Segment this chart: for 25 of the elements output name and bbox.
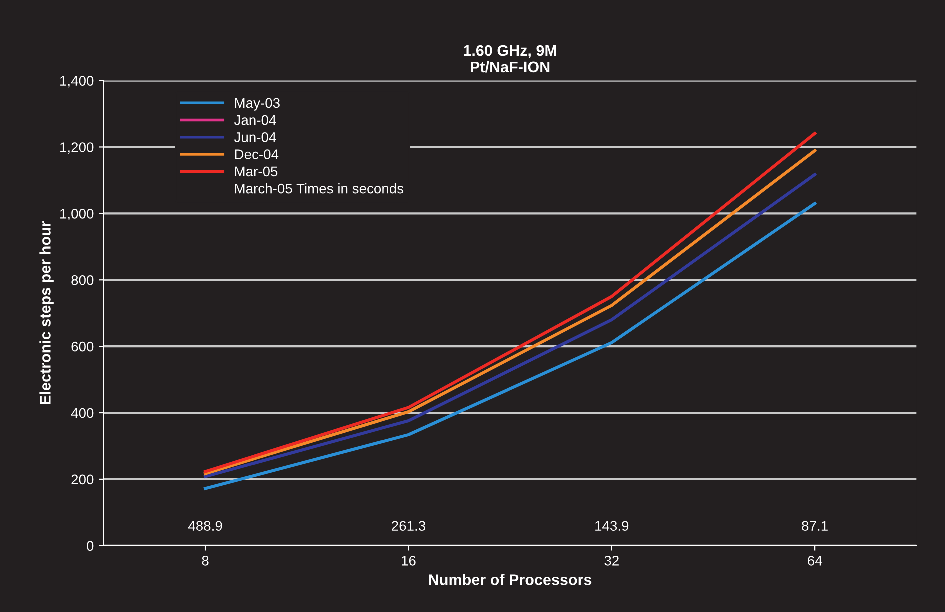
annotation: 87.1 bbox=[802, 521, 828, 532]
annotation: 143.9 bbox=[596, 521, 629, 532]
legend-title: March-05 Times in seconds bbox=[235, 184, 404, 194]
y-axis-title: Electronic steps per hour bbox=[40, 221, 54, 404]
annotation: 488.9 bbox=[188, 521, 222, 532]
x-tick-label: 8 bbox=[202, 556, 209, 566]
annotation: 261.3 bbox=[392, 521, 426, 532]
y-tick-label: 400 bbox=[71, 408, 94, 418]
y-tick-label: 1,000 bbox=[60, 209, 94, 220]
y-tick-label: 1,200 bbox=[60, 142, 94, 154]
y-tick-label: 200 bbox=[72, 474, 94, 485]
x-axis-title: Number of Processors bbox=[429, 574, 592, 586]
legend-label: Jan-04 bbox=[234, 115, 276, 126]
y-tick-label: 600 bbox=[72, 342, 94, 352]
legend-label: May-03 bbox=[235, 98, 280, 111]
x-tick-label: 32 bbox=[604, 556, 619, 566]
x-tick-label: 16 bbox=[402, 556, 416, 566]
legend-label: Mar-05 bbox=[235, 166, 278, 177]
chart-title: 1.60 GHz, 9M Pt/NaF-ION bbox=[464, 45, 556, 73]
y-tick-label: 800 bbox=[72, 275, 94, 286]
legend-label: Dec-04 bbox=[235, 150, 279, 160]
x-tick-label: 64 bbox=[808, 556, 822, 566]
legend-label: Jun-04 bbox=[234, 132, 276, 142]
y-tick-label: 0 bbox=[87, 541, 94, 552]
y-tick-label: 1,400 bbox=[60, 76, 94, 88]
